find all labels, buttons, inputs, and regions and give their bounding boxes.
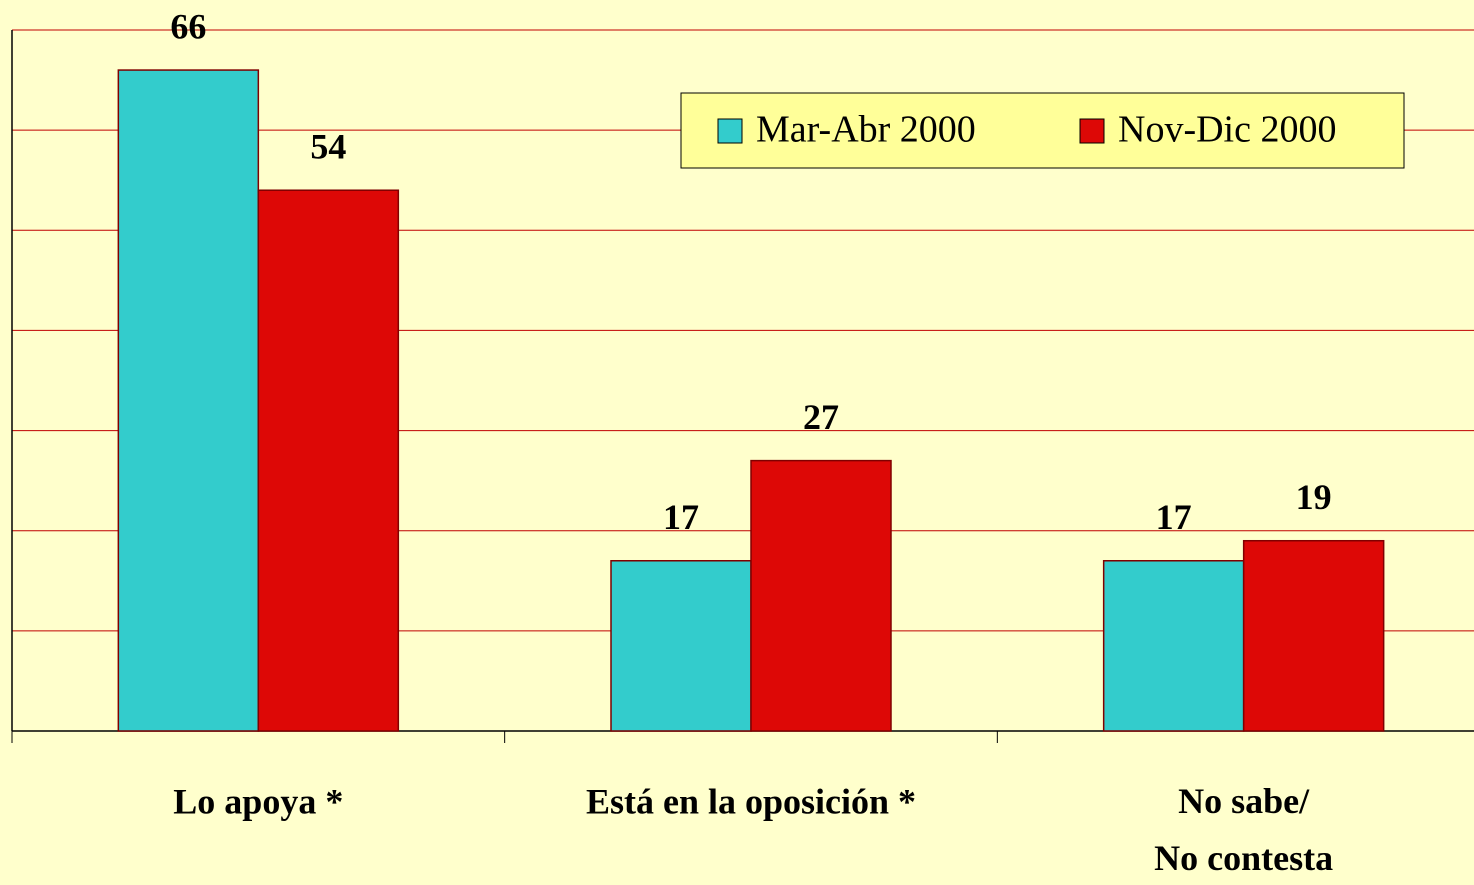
value-label: 17 — [663, 497, 699, 537]
value-label: 19 — [1296, 477, 1332, 517]
legend-box — [680, 92, 1405, 169]
value-label: 27 — [803, 397, 839, 437]
legend-label: Mar-Abr 2000 — [756, 109, 976, 151]
legend-label: Nov-Dic 2000 — [1118, 109, 1336, 151]
bar — [117, 69, 260, 732]
legend-swatch — [717, 118, 743, 144]
bar — [257, 189, 400, 732]
value-label: 54 — [310, 126, 346, 166]
value-label: 66 — [170, 6, 206, 46]
bar — [1102, 560, 1245, 732]
bar — [1242, 539, 1385, 732]
bar — [750, 459, 892, 732]
x-tick-label: No sabe/No contesta — [1154, 781, 1333, 878]
legend-swatch — [1079, 118, 1105, 144]
bar — [610, 560, 752, 732]
x-tick-label: Lo apoya * — [173, 781, 343, 821]
x-tick-label: Está en la oposición * — [586, 781, 916, 821]
value-label: 17 — [1156, 497, 1192, 537]
